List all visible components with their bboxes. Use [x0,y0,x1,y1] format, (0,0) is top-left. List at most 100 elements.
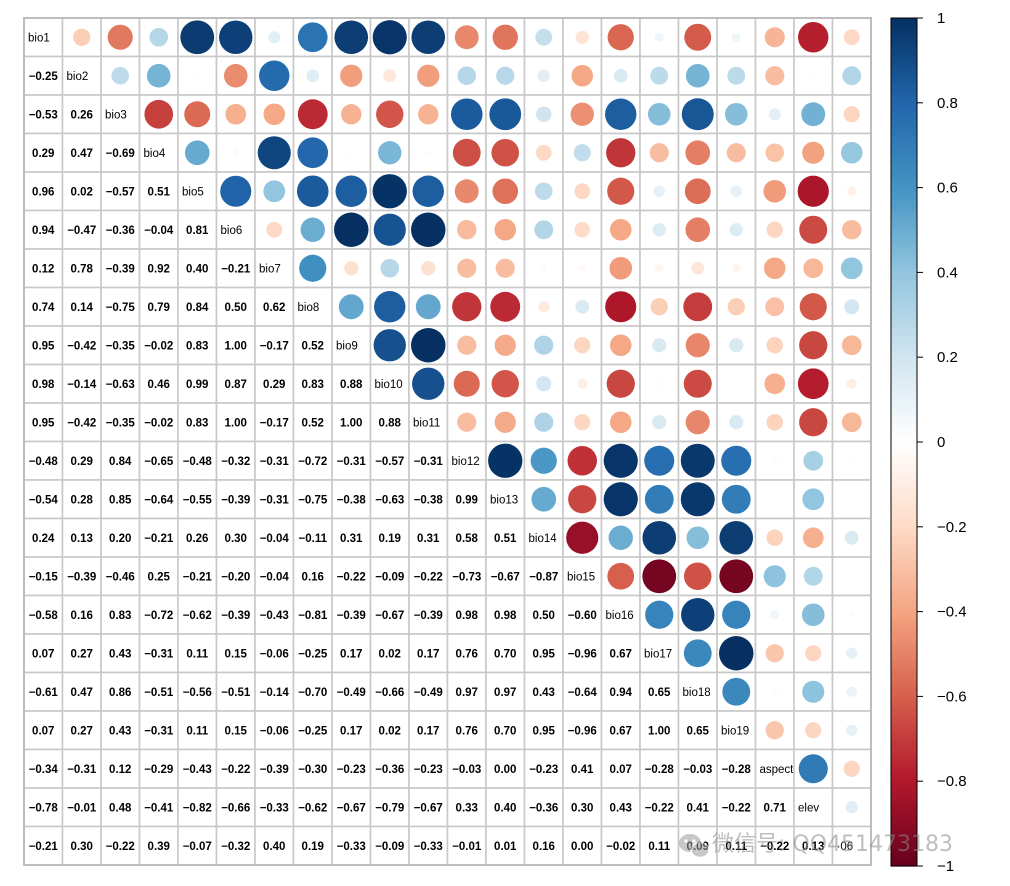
correlation-circle [722,677,751,706]
matrix-cell [369,440,410,481]
correlation-circle [296,175,329,208]
correlation-circle [535,28,553,46]
correlation-value-label: −0.31 [260,494,290,506]
correlation-value-label: 0.28 [71,494,94,506]
correlation-value-label: −0.22 [414,571,443,583]
correlation-value-label: −0.36 [529,802,558,814]
matrix-cell [292,671,333,712]
correlation-circle [802,488,825,511]
correlation-circle [184,140,210,166]
colorbar-segment [891,641,917,647]
matrix-cell [254,248,295,289]
colorbar-segment [891,471,917,477]
colorbar-segment [891,323,917,329]
colorbar-segment [891,361,917,367]
correlation-circle [306,69,320,83]
correlation-circle [803,450,824,471]
matrix-cell [446,710,487,751]
colorbar-segment [891,624,917,630]
correlation-circle [491,138,520,167]
diagonal-variable-label: bio16 [606,610,634,622]
correlation-value-label: −0.63 [106,379,135,391]
correlation-circle [683,562,712,591]
correlation-value-label: −0.75 [106,302,136,314]
colorbar-segment [891,259,917,265]
colorbar-segment [891,586,917,591]
correlation-circle [495,258,515,278]
correlation-value-label: −0.23 [414,764,443,776]
correlation-circle [257,136,291,170]
colorbar-segment [891,598,917,604]
colorbar-segment [891,293,917,299]
matrix-cell [23,286,64,327]
correlation-value-label: −0.55 [183,494,213,506]
correlation-value-label: 0.52 [302,340,324,352]
correlation-value-label: −0.09 [375,571,404,583]
correlation-value-label: −0.06 [260,648,289,660]
correlation-value-label: −0.22 [722,802,751,814]
colorbar-segment [891,416,917,422]
colorbar-segment [891,336,917,341]
correlation-circle [844,530,859,545]
correlation-value-label: −0.62 [183,610,212,622]
correlation-circle [603,482,638,517]
correlation-value-label: 0.95 [32,340,55,352]
correlation-value-label: 0.62 [263,302,285,314]
colorbar-segment [891,760,917,765]
correlation-circle [574,183,591,200]
correlation-value-label: −0.47 [67,225,96,237]
matrix-cell [639,748,680,789]
correlation-value-label: 0.07 [32,725,54,737]
correlation-value-label: 0.02 [379,648,401,660]
colorbar-tick-label: −0.2 [937,519,967,536]
correlation-circle [645,600,674,629]
colorbar-segment [891,221,917,227]
correlation-circle [259,60,290,91]
correlation-circle [730,185,742,197]
matrix-cell [600,787,641,828]
correlation-circle [685,410,710,435]
correlation-value-label: −0.79 [375,802,404,814]
diagonal-variable-label: bio10 [375,379,403,391]
matrix-cell [254,710,295,751]
matrix-cell [562,556,603,597]
matrix-cell [215,748,256,789]
correlation-circle [721,445,752,476]
colorbar-segment [891,111,917,117]
correlation-value-label: −0.25 [29,71,59,83]
correlation-circle [568,485,597,514]
colorbar-segment [891,408,917,413]
correlation-value-label: 0.43 [109,648,131,660]
colorbar-segment [891,132,917,138]
correlation-value-label: 0.15 [225,725,248,737]
matrix-cell [562,710,603,751]
correlation-circle [719,520,754,555]
correlation-value-label: 0.27 [71,725,93,737]
correlation-circle [566,521,599,554]
correlation-circle [765,297,785,317]
correlation-circle [536,376,552,392]
correlation-circle [374,291,406,323]
colorbar-segment [891,548,917,553]
colorbar-segment [891,73,917,78]
correlation-value-label: −0.32 [221,841,250,853]
correlation-circle [684,178,711,205]
wechat-icon [679,834,710,859]
correlation-value-label: −0.69 [106,148,135,160]
correlation-value-label: −0.21 [29,841,59,853]
matrix-cell [61,248,102,289]
colorbar-tick-label: 0 [937,434,945,451]
matrix-cell [215,671,256,712]
correlation-value-label: 0.41 [571,764,594,776]
matrix-cell [446,517,487,558]
colorbar-segment [891,590,917,596]
correlation-value-label: −0.82 [183,802,212,814]
watermark: 微信号: QQ451473183 [679,832,953,859]
correlation-value-label: −0.15 [29,571,59,583]
correlation-circle [490,291,521,322]
colorbar-segment [891,242,917,248]
diagonal-variable-label: bio18 [683,687,711,699]
correlation-circle [536,106,552,122]
matrix-cell [331,402,372,443]
colorbar-segment [891,183,917,189]
